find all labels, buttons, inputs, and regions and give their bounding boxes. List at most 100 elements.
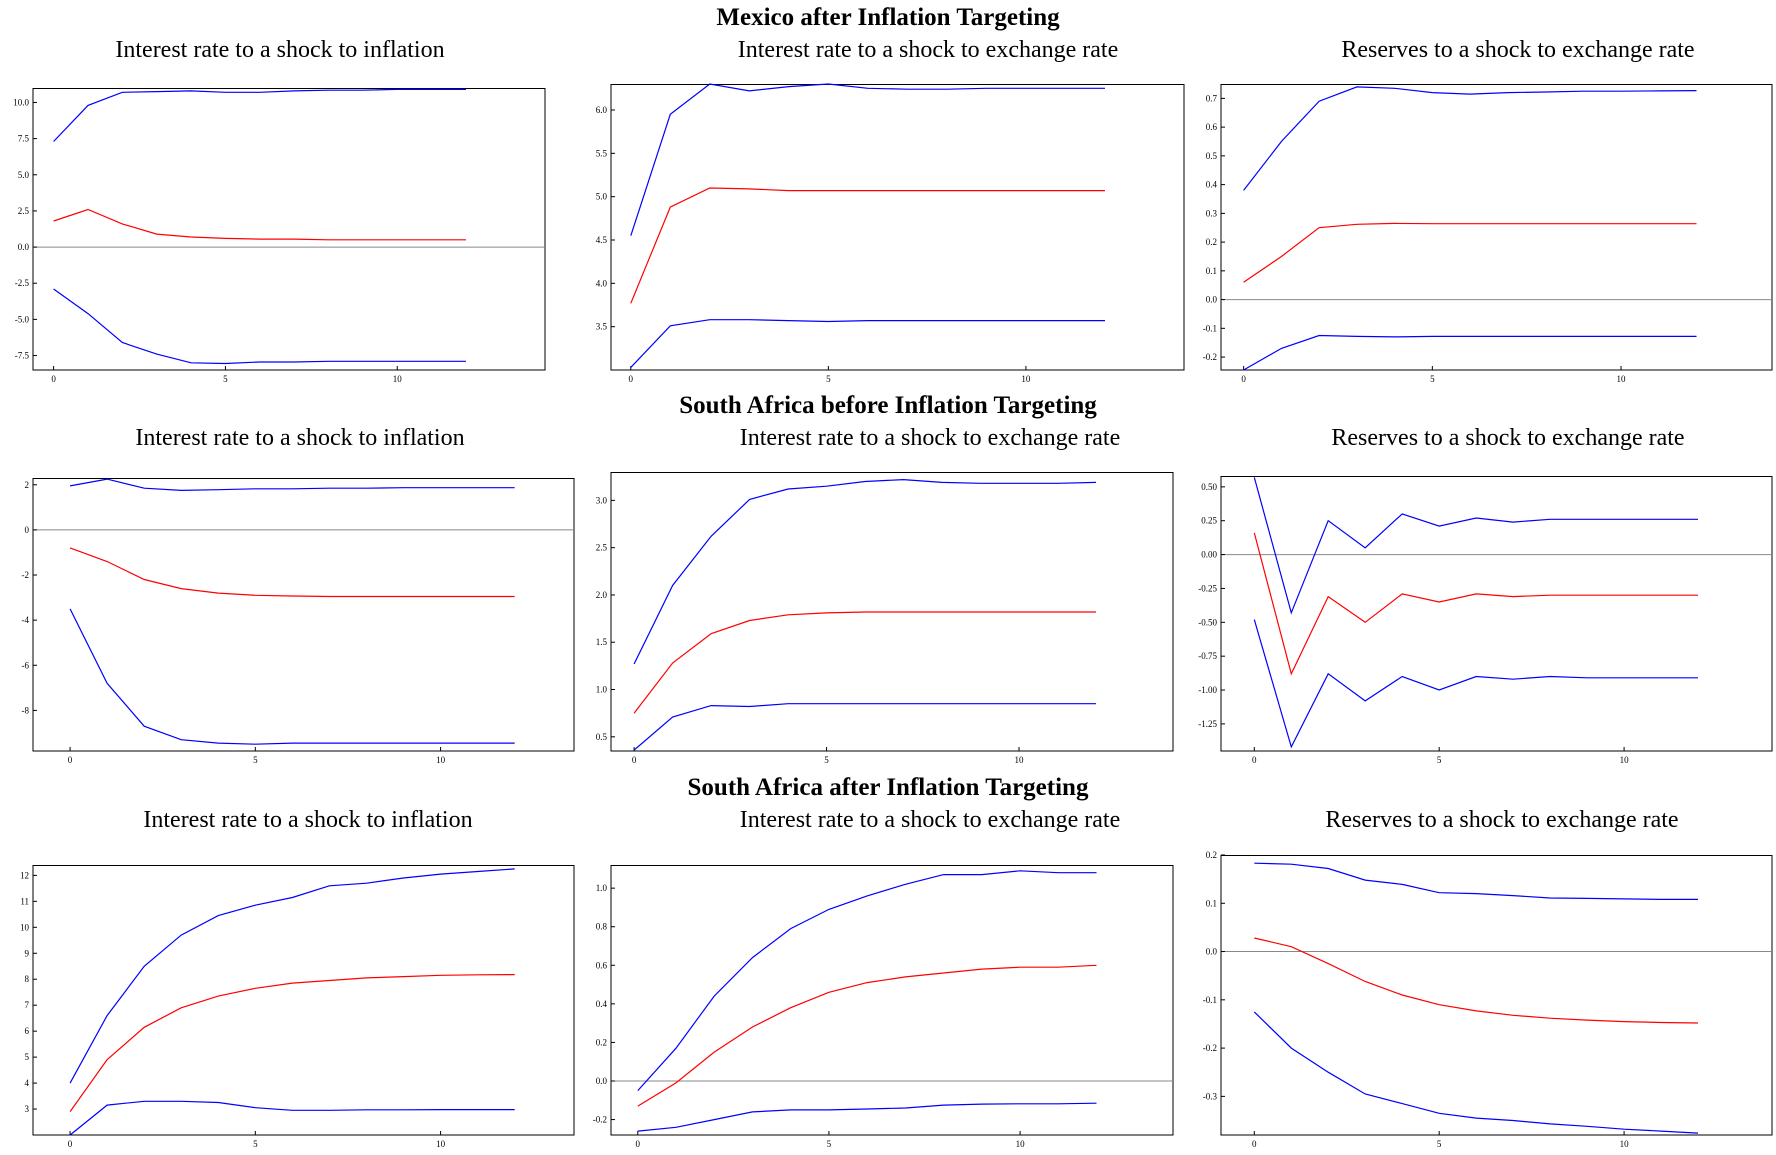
x-tick-label: 0 (68, 755, 73, 765)
y-tick-label: 0.2 (1206, 237, 1217, 247)
y-tick-label: -0.1 (1203, 995, 1217, 1005)
y-tick-label: 0.6 (596, 960, 608, 970)
series-line-lower (69, 608, 515, 745)
series-line-response (53, 208, 466, 241)
series-line-response (69, 547, 515, 598)
x-tick-label: 10 (1620, 1139, 1630, 1149)
y-tick-label: 3.5 (596, 322, 608, 332)
series-line-lower (630, 319, 1105, 368)
y-tick-label: 8 (25, 974, 30, 984)
x-tick-label: 5 (253, 755, 258, 765)
series-line-upper (637, 870, 1097, 1092)
series-line-lower (637, 1102, 1097, 1132)
series-line-upper (633, 478, 1097, 665)
y-tick-label: 6.0 (596, 105, 608, 115)
x-tick-label: 5 (824, 755, 829, 765)
series-line-lower (1253, 619, 1698, 749)
x-tick-label: 0 (632, 755, 637, 765)
plot-frame (1220, 476, 1773, 752)
x-tick-label: 5 (827, 1139, 832, 1149)
y-tick-label: -0.2 (1203, 1043, 1217, 1053)
x-tick-label: 10 (1016, 1139, 1026, 1149)
y-tick-label: 0.4 (596, 999, 608, 1009)
x-tick-label: 10 (393, 374, 403, 384)
y-tick-label: 1.0 (596, 685, 608, 695)
y-tick-label: 0.4 (1206, 180, 1218, 190)
panel-title-7: Interest rate to a shock to inflation (143, 807, 473, 833)
y-tick-label: 3 (25, 1104, 30, 1114)
y-tick-label: 0.0 (1206, 947, 1218, 957)
y-tick-label: -5.0 (15, 314, 30, 324)
y-tick-label: 9 (25, 948, 30, 958)
y-tick-label: 0.1 (1206, 266, 1217, 276)
y-tick-label: 2.0 (596, 590, 608, 600)
y-tick-label: 0.5 (1206, 151, 1218, 161)
y-tick-label: 4 (25, 1078, 30, 1088)
y-tick-label: 0.7 (1206, 93, 1218, 103)
y-tick-label: -8 (22, 705, 30, 715)
y-tick-label: -4 (22, 615, 30, 625)
section-title-mexico-after: Mexico after Inflation Targeting (716, 4, 1060, 31)
y-tick-label: 2.5 (596, 543, 608, 553)
chart-sa-before-interest-exchange: 0.5 1.0 1.5 2.0 2.5 3.0 0 5 10 (596, 472, 1174, 765)
y-tick-label: 5.5 (596, 148, 608, 158)
y-tick-label: 5.0 (18, 170, 30, 180)
x-tick-label: 0 (1252, 755, 1257, 765)
series-line-lower (69, 1100, 515, 1136)
x-tick-label: 0 (636, 1139, 641, 1149)
series-line-upper (69, 478, 515, 492)
y-tick-label: 0.3 (1206, 208, 1218, 218)
y-tick-label: -0.2 (593, 1115, 607, 1125)
y-tick-label: 0 (25, 525, 30, 535)
x-tick-label: 0 (1252, 1139, 1257, 1149)
plot-frame (32, 88, 546, 371)
y-tick-label: 0.00 (1201, 550, 1217, 560)
y-tick-label: -6 (22, 660, 30, 670)
y-tick-label: 0.1 (1206, 898, 1217, 908)
y-tick-label: -0.25 (1198, 583, 1217, 593)
chart-sa-after-interest-exchange: -0.2 0.0 0.2 0.4 0.6 0.8 1.0 0 5 10 (593, 865, 1174, 1149)
x-tick-label: 0 (68, 1139, 73, 1149)
panel-title-8: Interest rate to a shock to exchange rat… (739, 807, 1121, 833)
plot-frame (610, 84, 1185, 371)
x-tick-label: 5 (223, 374, 228, 384)
series-line-response (69, 974, 515, 1112)
y-tick-label: 0.6 (1206, 122, 1218, 132)
series-line-upper (630, 83, 1105, 236)
x-tick-label: 10 (1015, 755, 1024, 765)
chart-mexico-after-interest-exchange: 3.5 4.0 4.5 5.0 5.5 6.0 0 5 10 (596, 83, 1185, 384)
y-tick-label: 1.5 (596, 637, 608, 647)
chart-sa-after-interest-inflation: 3 4 5 6 7 8 9 10 11 12 0 5 10 (20, 865, 575, 1149)
y-tick-label: 5 (25, 1052, 30, 1062)
x-tick-label: 10 (1021, 374, 1031, 384)
x-tick-label: 5 (1430, 374, 1435, 384)
y-tick-label: 0.0 (596, 1076, 608, 1086)
y-tick-label: 10 (20, 922, 30, 932)
y-tick-label: 0.25 (1201, 516, 1217, 526)
series-line-lower (53, 288, 466, 365)
series-line-lower (1253, 1011, 1699, 1134)
series-line-lower (633, 703, 1096, 751)
x-tick-label: 10 (1620, 755, 1630, 765)
chart-mexico-after-interest-inflation: -7.5 -5.0 -2.5 0.0 2.5 5.0 7.5 10.0 0 5 10 (13, 88, 546, 384)
x-tick-label: 10 (1617, 374, 1627, 384)
y-tick-label: 11 (20, 896, 29, 906)
y-tick-label: 2.5 (18, 206, 30, 216)
y-tick-label: -1.25 (1198, 719, 1217, 729)
y-tick-label: -1.00 (1198, 685, 1217, 695)
series-line-response (630, 187, 1105, 304)
y-tick-label: 4.0 (596, 278, 608, 288)
y-tick-label: 3.0 (596, 495, 608, 505)
x-tick-label: 0 (1241, 374, 1246, 384)
y-tick-label: 10.0 (13, 97, 29, 107)
series-line-lower (1243, 334, 1697, 371)
panel-title-6: Reserves to a shock to exchange rate (1331, 425, 1685, 451)
series-line-upper (69, 868, 515, 1084)
chart-sa-before-interest-inflation: -8 -6 -4 -2 0 2 0 5 10 (22, 478, 575, 765)
series-line-upper (1243, 86, 1697, 191)
y-tick-label: 0.50 (1201, 482, 1217, 492)
series-line-response (1253, 532, 1698, 676)
series-line-response (1254, 937, 1699, 1024)
series-line-response (637, 964, 1097, 1107)
y-tick-label: -2 (22, 570, 30, 580)
